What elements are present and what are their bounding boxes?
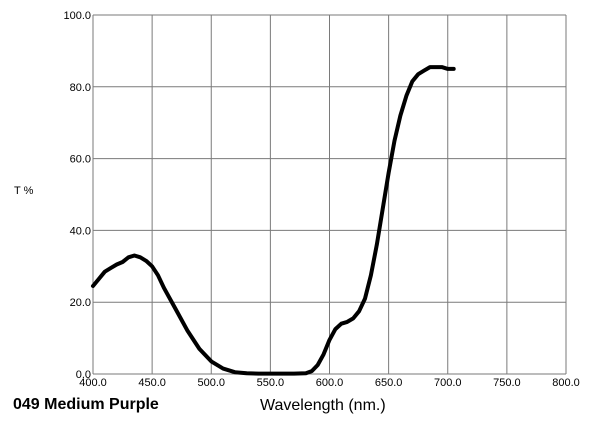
y-axis-ticks: 0.0 20.0 40.0 60.0 80.0 100.0 — [63, 10, 91, 381]
x-tick-label: 400.0 — [79, 377, 107, 389]
x-tick-label: 500.0 — [197, 377, 225, 389]
x-axis-ticks: 400.0 450.0 500.0 550.0 600.0 650.0 700.0 750.0… — [79, 377, 580, 389]
chart-title: 049 Medium Purple — [13, 396, 159, 413]
x-tick-label: 600.0 — [316, 377, 344, 389]
y-tick-label: 60.0 — [70, 154, 91, 166]
x-tick-label: 800.0 — [552, 377, 580, 389]
x-tick-label: 700.0 — [434, 377, 462, 389]
y-axis-label: T % — [14, 185, 34, 197]
series-line — [91, 65, 456, 376]
x-tick-label: 750.0 — [493, 377, 521, 389]
x-tick-label: 650.0 — [375, 377, 403, 389]
y-tick-label: 80.0 — [70, 82, 91, 94]
x-axis-label: Wavelength (nm.) — [260, 397, 386, 414]
y-tick-label: 40.0 — [70, 225, 91, 237]
y-tick-label: 0.0 — [76, 369, 91, 381]
x-tick-label: 550.0 — [257, 377, 285, 389]
y-tick-label: 20.0 — [70, 297, 91, 309]
x-tick-label: 450.0 — [138, 377, 166, 389]
series-group — [91, 65, 456, 376]
y-tick-label: 100.0 — [63, 10, 91, 22]
chart-grid — [92, 14, 567, 375]
